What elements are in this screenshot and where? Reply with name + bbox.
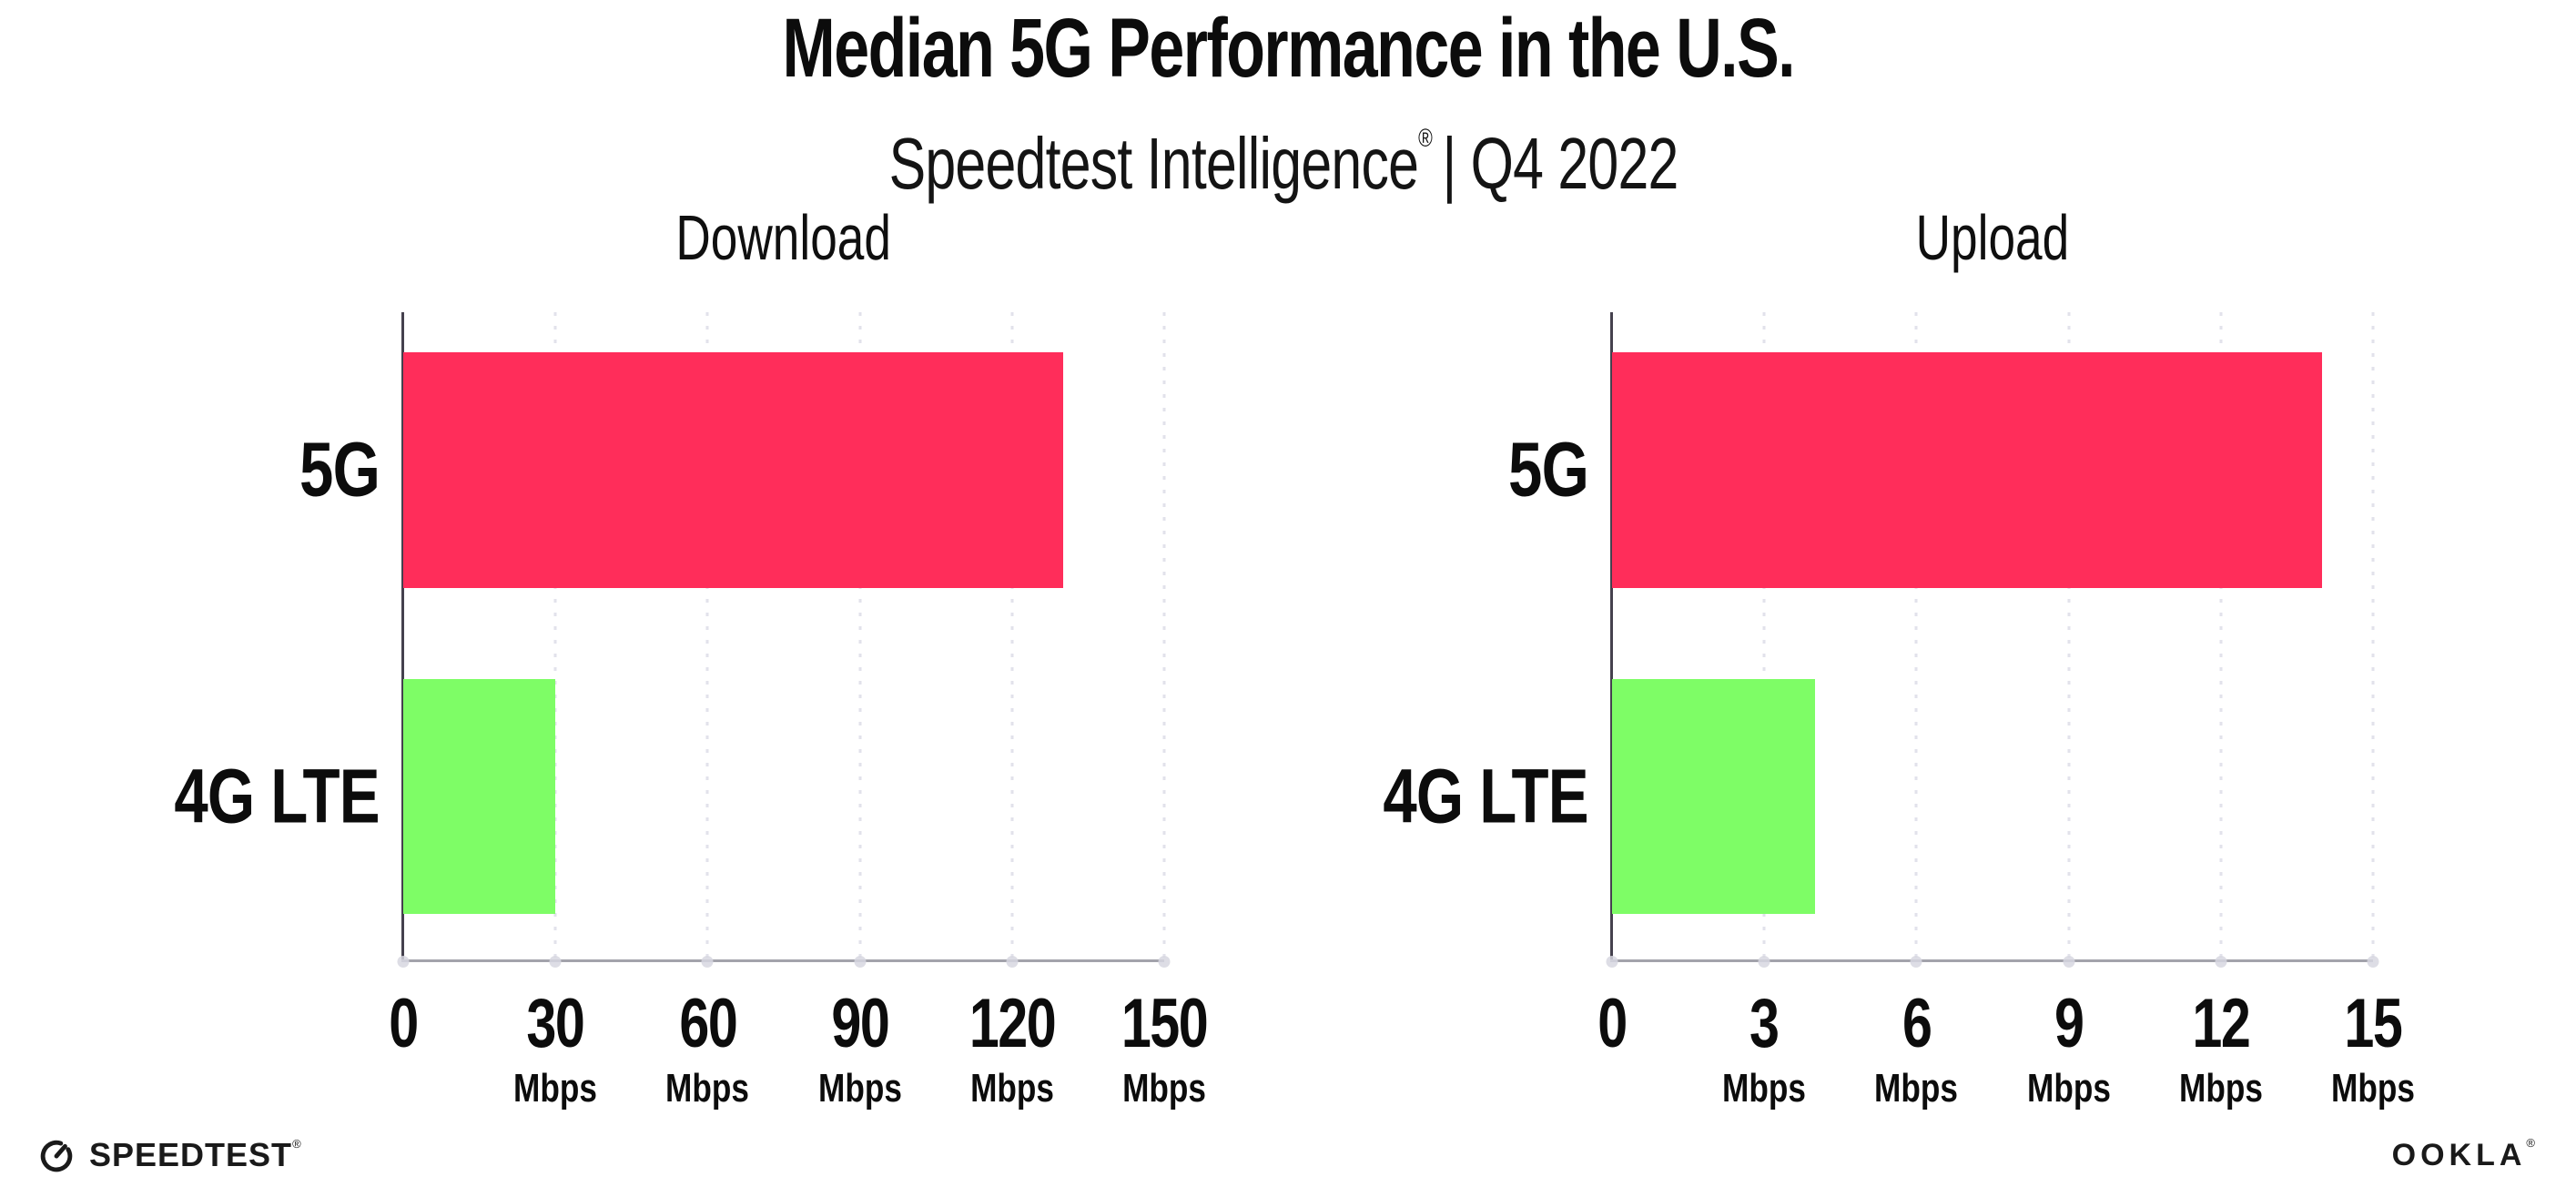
speedtest-gauge-icon [40, 1140, 73, 1172]
category-label-4g-lte: 4G LTE [174, 753, 380, 839]
bar-4g-lte [1612, 678, 1815, 915]
gridline-90 [858, 312, 862, 960]
subtitle-brand: Speedtest Intelligence [888, 123, 1418, 204]
page-title: Median 5G Performance in the U.S. [0, 0, 2576, 96]
upload-plot-area: 5G 4G LTE [1384, 312, 2379, 968]
gridline-15 [2371, 312, 2375, 960]
x-axis-line [1610, 959, 2373, 962]
gridline-60 [705, 312, 709, 960]
x-tick-unit-9: Mbps [2026, 1066, 2111, 1111]
x-axis-line [401, 959, 1164, 962]
page-title-text: Median 5G Performance in the U.S. [782, 2, 1795, 95]
speedtest-logo-text: SPEEDTEST® [89, 1136, 302, 1173]
upload-chart: Upload 5G 4G LTE 0 3 Mbps 6 Mbps 9 Mbps 12 Mbps 15… [1384, 202, 2415, 1111]
x-tick-unit-15: Mbps [2331, 1066, 2415, 1111]
category-label-5g: 5G [1507, 426, 1589, 512]
x-tick-label-6: 6 Mbps [1864, 986, 1969, 1113]
speedtest-trademark: ® [292, 1137, 302, 1151]
download-plot-area: 5G 4G LTE [175, 312, 1171, 968]
gridline-6 [1914, 312, 1918, 960]
x-tick-label-90: 90 Mbps [807, 986, 912, 1113]
axis-tick-dot-6 [1910, 956, 1922, 968]
ookla-logo-text: OOKLA [2391, 1138, 2527, 1172]
y-axis-line [1610, 312, 1613, 962]
gridline-12 [2219, 312, 2223, 960]
x-tick-label-0: 0 [1597, 985, 1628, 1062]
axis-tick-dot-15 [2367, 956, 2379, 968]
bar-5g [403, 352, 1063, 588]
x-tick-label-0: 0 [389, 985, 419, 1062]
upload-x-axis-ticks: 0 3 Mbps 6 Mbps 9 Mbps 12 Mbps 15 Mbps [1597, 960, 2415, 1142]
axis-tick-dot-120 [1006, 956, 1019, 968]
x-tick-label-15: 15 Mbps [2321, 986, 2426, 1113]
x-tick-label-150: 150 Mbps [1110, 986, 1220, 1113]
x-tick-label-9: 9 Mbps [2016, 986, 2121, 1113]
upload-chart-title: Upload [1915, 202, 2070, 273]
x-tick-unit-120: Mbps [969, 1066, 1054, 1111]
gridline-120 [1010, 312, 1014, 960]
x-tick-unit-3: Mbps [1722, 1066, 1807, 1111]
axis-tick-dot-9 [2063, 956, 2075, 968]
bar-4g-lte [403, 678, 556, 915]
page-subtitle: Speedtest Intelligence® | Q4 2022 [0, 95, 2576, 208]
gridline-150 [1162, 312, 1166, 960]
download-x-axis-ticks: 0 30 Mbps 60 Mbps 90 Mbps 120 Mbps 150 Mbps [389, 960, 1208, 1142]
axis-tick-dot-150 [1158, 956, 1171, 968]
ookla-trademark: ® [2526, 1136, 2540, 1150]
x-tick-label-60: 60 Mbps [655, 986, 760, 1113]
subtitle-period: | Q4 2022 [1442, 123, 1678, 204]
x-tick-label-3: 3 Mbps [1712, 986, 1817, 1113]
x-tick-unit-6: Mbps [1874, 1066, 1959, 1111]
axis-tick-dot-90 [854, 956, 867, 968]
axis-tick-dot-3 [1758, 956, 1770, 968]
axis-tick-dot-12 [2215, 956, 2227, 968]
x-tick-unit-90: Mbps [817, 1066, 902, 1111]
x-tick-unit-150: Mbps [1122, 1066, 1206, 1111]
download-chart-title: Download [675, 202, 892, 273]
bar-5g [1612, 352, 2323, 588]
x-tick-label-120: 120 Mbps [957, 986, 1067, 1113]
download-chart: Download 5G 4G LTE 0 30 Mbps 60 Mbps 90 Mbps 120… [175, 202, 1209, 1111]
page-subtitle-text: Speedtest Intelligence® | Q4 2022 [888, 95, 1688, 208]
category-label-5g: 5G [299, 426, 380, 512]
axis-tick-dot-0 [397, 956, 410, 968]
gridline-9 [2067, 312, 2071, 960]
x-tick-label-30: 30 Mbps [503, 986, 608, 1113]
x-tick-label-12: 12 Mbps [2168, 986, 2273, 1113]
x-tick-unit-30: Mbps [513, 1066, 598, 1111]
axis-tick-dot-30 [549, 956, 562, 968]
axis-tick-dot-60 [701, 956, 714, 968]
x-tick-unit-12: Mbps [2178, 1066, 2263, 1111]
gridline-30 [553, 312, 557, 960]
axis-tick-dot-0 [1606, 956, 1618, 968]
ookla-logo: OOKLA® [2392, 1136, 2540, 1173]
gridline-3 [1762, 312, 1766, 960]
category-label-4g-lte: 4G LTE [1383, 753, 1589, 839]
speedtest-logo: SPEEDTEST® [36, 1135, 302, 1175]
x-tick-unit-60: Mbps [665, 1066, 750, 1111]
y-axis-line [401, 312, 404, 962]
registered-mark: ® [1417, 124, 1433, 152]
